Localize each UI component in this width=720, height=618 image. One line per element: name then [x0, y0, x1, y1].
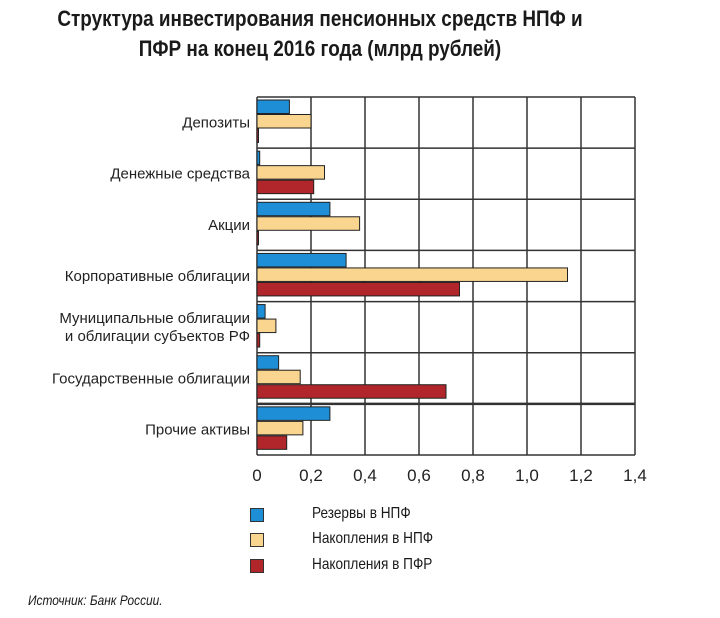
- chart-title: Структура инвестирования пенсионных сред…: [45, 4, 595, 64]
- bar-savings-pfr: [256, 333, 261, 348]
- category-label: Прочие активы: [145, 421, 250, 438]
- category-label: Государственные облигации: [52, 370, 250, 387]
- legend-swatch: [250, 559, 264, 573]
- bar-savings-npf: [256, 165, 325, 180]
- x-tick-label: 1,2: [569, 466, 593, 485]
- bar-reserves-npf: [256, 150, 261, 166]
- bar-reserves-npf: [256, 406, 331, 421]
- title-line-2: ПФР на конец 2016 года (млрд рублей): [138, 36, 502, 61]
- legend-swatch: [250, 533, 264, 547]
- bar-savings-npf: [256, 216, 361, 231]
- bar-reserves-npf: [256, 355, 280, 370]
- category-label: Депозиты: [182, 115, 250, 132]
- bar-reserves-npf: [256, 201, 331, 217]
- category-label: Денежные средства: [110, 166, 250, 183]
- category-label: и облигации субъектов РФ: [65, 328, 250, 345]
- legend-label: Резервы в НПФ: [312, 505, 411, 522]
- bar-savings-npf: [256, 114, 312, 129]
- bar-reserves-npf: [256, 304, 266, 319]
- title-line-1: Структура инвестирования пенсионных сред…: [57, 6, 583, 31]
- x-tick-label: 1,0: [515, 466, 539, 485]
- bar-reserves-npf: [256, 252, 347, 268]
- category-label: Акции: [208, 217, 250, 234]
- x-tick-label: 0: [252, 466, 261, 485]
- x-tick-label: 0,8: [461, 466, 485, 485]
- bar-savings-pfr: [256, 435, 288, 450]
- legend-swatch: [250, 508, 264, 522]
- bar-savings-npf: [256, 267, 568, 282]
- category-label: Корпоративные облигации: [65, 268, 250, 285]
- bar-savings-pfr: [256, 281, 460, 297]
- x-tick-label: 0,4: [353, 466, 377, 485]
- bar-savings-pfr: [256, 384, 447, 399]
- x-tick-label: 0,6: [407, 466, 431, 485]
- category-label: Муниципальные облигации: [59, 310, 250, 327]
- legend-label: Накопления в НПФ: [312, 530, 434, 547]
- bar-savings-npf: [256, 369, 301, 385]
- bar-savings-pfr: [256, 179, 315, 195]
- source-note: Источник: Банк России.: [28, 592, 163, 608]
- bar-savings-pfr: [256, 128, 259, 143]
- x-tick-label: 0,2: [299, 466, 323, 485]
- bar-savings-pfr: [256, 230, 259, 246]
- bar-savings-npf: [256, 318, 277, 334]
- bar-savings-npf: [256, 420, 304, 436]
- x-tick-label: 1,4: [623, 466, 647, 485]
- bar-reserves-npf: [256, 99, 290, 114]
- legend-label: Накопления в ПФР: [312, 556, 433, 573]
